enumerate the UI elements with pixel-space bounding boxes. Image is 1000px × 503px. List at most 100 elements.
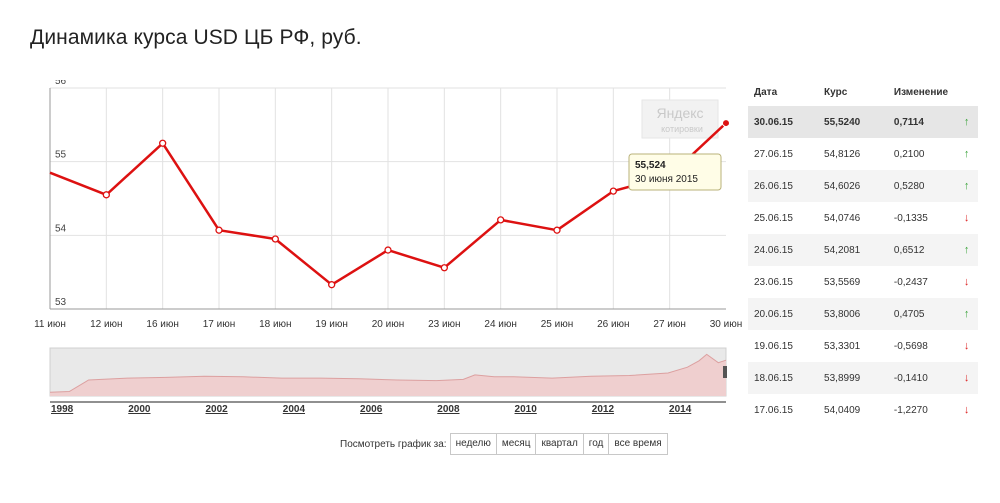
rate-cell: 54,2081 <box>818 234 888 266</box>
direction-cell: ↓ <box>955 394 978 426</box>
year-tick-label[interactable]: 2008 <box>437 404 460 415</box>
direction-cell: ↓ <box>955 202 978 234</box>
table-row: 23.06.15 53,5569 -0,2437 ↓ <box>748 266 978 298</box>
period-month-button[interactable]: месяц <box>495 433 537 455</box>
year-tick-label[interactable]: 2002 <box>206 404 229 415</box>
rate-column-header: Курс <box>824 86 848 98</box>
watermark-title: Яндекс <box>656 105 703 121</box>
x-tick-label: 17 июн <box>203 319 236 330</box>
x-tick-label: 18 июн <box>259 319 292 330</box>
rate-cell: 54,0409 <box>824 404 861 416</box>
data-point <box>440 264 448 272</box>
change-cell: 0,7114 <box>887 106 956 138</box>
overview-area-chart[interactable]: 1998 2000 2002 2004 2006 2008 2010 2012 2014 <box>0 340 740 420</box>
period-week-button[interactable]: неделю <box>449 433 497 455</box>
date-cell: 18.06.15 <box>748 362 819 394</box>
arrow-up-icon: ↑ <box>963 308 970 320</box>
y-tick-label: 56 <box>55 80 67 87</box>
data-point <box>497 216 505 224</box>
period-quarter-button[interactable]: квартал <box>535 433 584 455</box>
data-point <box>328 281 336 289</box>
x-tick-label: 19 июн <box>315 319 348 330</box>
change-cell: -0,2437 <box>893 276 928 288</box>
rate-line-chart: 53 54 55 56 11 июн 12 июн 16 июн 17 июн 18 июн 19… <box>34 80 742 330</box>
yandex-watermark: Яндекс котировки <box>641 99 719 139</box>
direction-cell: ↑ <box>955 106 978 138</box>
direction-cell: ↑ <box>955 298 978 330</box>
rates-table: Дата Курс Изменение 30.06.15 55,5240 0,711… <box>748 78 978 426</box>
overview-line <box>49 353 727 393</box>
table-row: 26.06.15 54,6026 0,5280 ↑ <box>748 170 978 202</box>
arrow-up-icon: ↑ <box>963 148 970 160</box>
date-cell: 24.06.15 <box>748 234 819 266</box>
date-cell: 20.06.15 <box>748 298 819 330</box>
period-selector: Посмотреть график за: неделю месяц кварт… <box>340 433 668 455</box>
arrow-down-icon: ↓ <box>963 212 970 224</box>
x-tick-label: 25 июн <box>541 319 574 330</box>
direction-cell: ↓ <box>955 362 978 394</box>
year-tick-label[interactable]: 2014 <box>669 404 692 415</box>
year-tick-label[interactable]: 2000 <box>128 404 151 415</box>
table-row: 20.06.15 53,8006 0,4705 ↑ <box>748 298 978 330</box>
arrow-down-icon: ↓ <box>963 276 970 288</box>
date-cell: 26.06.15 <box>748 170 819 202</box>
direction-cell: ↑ <box>955 138 978 170</box>
period-all-time-button[interactable]: все время <box>608 433 668 455</box>
y-tick-label: 54 <box>55 223 67 234</box>
range-handle[interactable] <box>723 366 727 378</box>
x-tick-label: 26 июн <box>597 319 630 330</box>
year-tick-label[interactable]: 2010 <box>515 404 538 415</box>
change-column-header: Изменение <box>893 86 949 98</box>
table-header-row: Дата Курс Изменение <box>748 78 978 106</box>
arrow-down-icon: ↓ <box>963 404 970 416</box>
table-row: 30.06.15 55,5240 0,7114 ↑ <box>748 106 978 138</box>
arrow-up-icon: ↑ <box>963 180 970 192</box>
date-column-header: Дата <box>754 86 778 98</box>
table-row: 18.06.15 53,8999 -0,1410 ↓ <box>748 362 978 394</box>
rate-cell: 53,3301 <box>824 340 861 352</box>
data-point <box>215 226 223 234</box>
direction-cell: ↑ <box>955 170 978 202</box>
period-label: Посмотреть график за: <box>340 438 447 450</box>
data-point <box>102 191 110 199</box>
y-tick-label: 55 <box>55 150 67 161</box>
date-cell: 17.06.15 <box>754 404 793 416</box>
tooltip-value: 55,524 <box>635 160 666 171</box>
change-cell: -1,2270 <box>893 404 928 416</box>
arrow-down-icon: ↓ <box>963 372 970 384</box>
change-cell: 0,4705 <box>887 298 956 330</box>
data-point <box>271 235 279 243</box>
rate-cell: 53,8006 <box>818 298 888 330</box>
x-tick-label: 23 июн <box>428 319 461 330</box>
x-tick-label: 16 июн <box>146 319 179 330</box>
overview-area <box>50 354 726 396</box>
x-tick-label: 12 июн <box>90 319 123 330</box>
tooltip-box <box>628 153 722 191</box>
change-cell: 0,5280 <box>887 170 956 202</box>
year-tick-label[interactable]: 2006 <box>360 404 383 415</box>
arrow-up-icon: ↑ <box>963 244 970 256</box>
rate-cell: 55,5240 <box>818 106 888 138</box>
change-cell: -0,5698 <box>893 340 928 352</box>
year-tick-label[interactable]: 2012 <box>592 404 615 415</box>
data-point <box>384 246 392 254</box>
change-cell: 0,6512 <box>887 234 956 266</box>
date-cell: 19.06.15 <box>754 340 793 352</box>
period-year-button[interactable]: год <box>582 433 610 455</box>
year-tick-label[interactable]: 1998 <box>51 404 74 415</box>
arrow-up-icon: ↑ <box>963 116 970 128</box>
rate-cell: 53,8999 <box>818 362 888 394</box>
change-cell: -0,1410 <box>887 362 956 394</box>
rates-table-body: 30.06.15 55,5240 0,7114 ↑ 27.06.15 54,8126 0,2… <box>748 106 978 426</box>
x-tick-label: 27 июн <box>653 319 686 330</box>
table-row: 19.06.15 53,3301 -0,5698 ↓ <box>748 330 978 362</box>
tooltip: 55,524 30 июня 2015 <box>628 153 722 191</box>
rate-cell: 53,5569 <box>824 276 861 288</box>
data-point <box>553 226 561 234</box>
x-tick-label: 24 июн <box>484 319 517 330</box>
direction-cell: ↓ <box>955 266 978 298</box>
table-row: 25.06.15 54,0746 -0,1335 ↓ <box>748 202 978 234</box>
x-tick-label: 20 июн <box>372 319 405 330</box>
watermark-box <box>641 99 719 139</box>
year-tick-label[interactable]: 2004 <box>283 404 306 415</box>
